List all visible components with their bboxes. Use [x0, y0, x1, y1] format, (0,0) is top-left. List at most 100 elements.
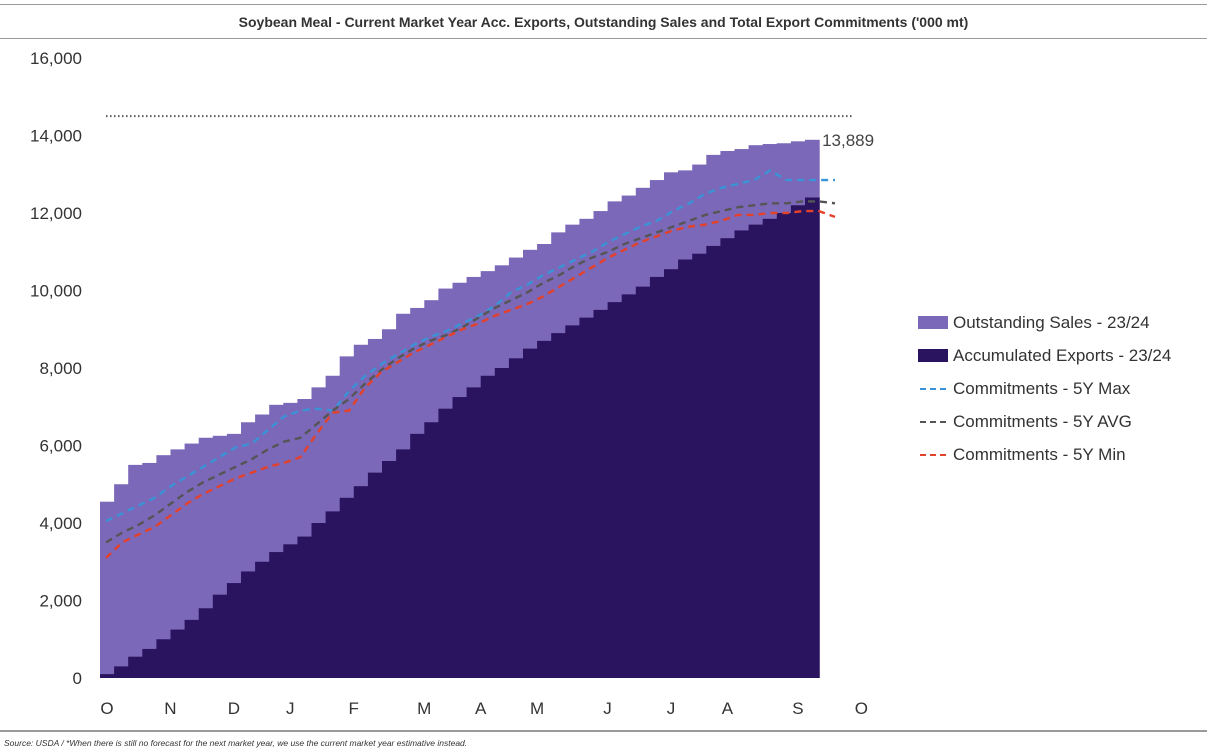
- y-tick-label: 6,000: [39, 437, 82, 456]
- legend-label-outstanding: Outstanding Sales - 23/24: [953, 312, 1150, 332]
- bar-accumulated-exports: [762, 218, 778, 678]
- bar-accumulated-exports: [452, 397, 468, 678]
- y-tick-label: 10,000: [30, 282, 82, 301]
- x-tick-label: A: [475, 699, 487, 718]
- legend-label-min: Commitments - 5Y Min: [953, 444, 1126, 464]
- bar-accumulated-exports: [198, 608, 214, 678]
- x-tick-label: J: [667, 699, 676, 718]
- bar-accumulated-exports: [537, 340, 552, 678]
- bar-accumulated-exports: [635, 286, 651, 678]
- bar-accumulated-exports: [565, 325, 580, 678]
- bar-accumulated-exports: [128, 656, 143, 678]
- bar-accumulated-exports: [508, 358, 524, 678]
- bar-accumulated-exports: [100, 674, 115, 678]
- bar-accumulated-exports: [621, 294, 637, 678]
- chart-title: Soybean Meal - Current Market Year Acc. …: [238, 14, 969, 30]
- bar-accumulated-exports: [297, 536, 313, 678]
- x-tick-label: J: [286, 699, 295, 718]
- bottom-rule: [0, 730, 1207, 732]
- bar-accumulated-exports: [142, 648, 157, 678]
- legend-item-outstanding-sales: Outstanding Sales - 23/24: [918, 306, 1207, 339]
- x-tick-label: N: [164, 699, 176, 718]
- bar-accumulated-exports: [184, 619, 200, 678]
- x-tick-label: S: [792, 699, 803, 718]
- legend-swatch-avg: [918, 415, 948, 428]
- bar-accumulated-exports: [367, 472, 383, 678]
- x-tick-label: D: [228, 699, 240, 718]
- bar-accumulated-exports: [424, 422, 439, 678]
- x-tick-label: O: [855, 699, 868, 718]
- bar-outstanding-sales: [128, 464, 143, 678]
- title-rule: [0, 38, 1207, 39]
- line-5y-max: [105, 169, 835, 523]
- y-tick-label: 14,000: [30, 127, 82, 146]
- legend-item-5y-min: Commitments - 5Y Min: [918, 438, 1207, 471]
- bar-accumulated-exports: [114, 666, 129, 678]
- chart-legend: Outstanding Sales - 23/24 Accumulated Ex…: [918, 306, 1207, 471]
- bar-accumulated-exports: [706, 245, 721, 678]
- bar-outstanding-sales: [114, 484, 129, 678]
- bar-accumulated-exports: [678, 259, 693, 678]
- bar-accumulated-exports: [466, 387, 482, 678]
- x-tick-label: M: [530, 699, 544, 718]
- bar-outstanding-sales: [100, 501, 115, 678]
- bar-accumulated-exports: [311, 523, 327, 678]
- bar-accumulated-exports: [212, 594, 228, 678]
- bar-accumulated-exports: [579, 317, 595, 678]
- bar-accumulated-exports: [649, 276, 665, 678]
- legend-label-accumulated: Accumulated Exports - 23/24: [953, 345, 1172, 365]
- legend-swatch-outstanding: [918, 316, 948, 329]
- bar-accumulated-exports: [551, 333, 566, 678]
- bar-accumulated-exports: [734, 230, 750, 678]
- legend-item-5y-max: Commitments - 5Y Max: [918, 372, 1207, 405]
- bar-accumulated-exports: [494, 368, 510, 678]
- bar-accumulated-exports: [170, 629, 186, 678]
- x-tick-label: F: [349, 699, 359, 718]
- chart-plot: 0 2,000 4,000 6,000 8,000 10,000 12,000 14,000 1…: [30, 49, 874, 718]
- bar-accumulated-exports: [156, 639, 172, 678]
- y-tick-label: 4,000: [39, 514, 82, 533]
- line-5y-min: [105, 209, 836, 559]
- legend-label-avg: Commitments - 5Y AVG: [953, 411, 1132, 431]
- legend-item-accumulated-exports: Accumulated Exports - 23/24: [918, 339, 1207, 372]
- bar-accumulated-exports: [325, 511, 341, 678]
- x-tick-label: A: [722, 699, 734, 718]
- bar-outstanding-sales: [170, 449, 186, 678]
- x-tick-label: M: [417, 699, 431, 718]
- bar-accumulated-exports: [748, 224, 764, 678]
- bar-accumulated-exports: [607, 302, 623, 678]
- source-note: Source: USDA / *When there is still no f…: [4, 738, 468, 748]
- bar-accumulated-exports: [480, 375, 496, 678]
- bar-accumulated-exports: [790, 205, 806, 678]
- bar-accumulated-exports: [339, 497, 355, 678]
- line-5y-avg: [105, 200, 836, 544]
- bar-accumulated-exports: [805, 197, 820, 678]
- bar-accumulated-exports: [226, 583, 242, 678]
- bar-outstanding-sales: [142, 462, 157, 678]
- bar-accumulated-exports: [353, 486, 369, 678]
- bar-accumulated-exports: [382, 461, 397, 678]
- bar-accumulated-exports: [269, 552, 284, 678]
- y-tick-label: 8,000: [39, 359, 82, 378]
- bar-accumulated-exports: [720, 238, 736, 678]
- bar-accumulated-exports: [664, 269, 679, 678]
- bar-accumulated-exports: [283, 544, 298, 678]
- legend-swatch-min: [918, 448, 948, 461]
- y-tick-label: 0: [73, 669, 82, 688]
- legend-item-5y-avg: Commitments - 5Y AVG: [918, 405, 1207, 438]
- bar-accumulated-exports: [241, 571, 256, 678]
- legend-swatch-max: [918, 382, 948, 395]
- bar-accumulated-exports: [776, 213, 792, 678]
- bar-accumulated-exports: [692, 253, 707, 678]
- x-tick-label: J: [603, 699, 612, 718]
- top-rule: [0, 4, 1207, 5]
- bar-accumulated-exports: [438, 408, 454, 678]
- bar-accumulated-exports: [593, 309, 609, 678]
- y-tick-label: 12,000: [30, 204, 82, 223]
- y-tick-label: 16,000: [30, 49, 82, 68]
- legend-label-max: Commitments - 5Y Max: [953, 378, 1131, 398]
- legend-swatch-accumulated: [918, 349, 948, 362]
- bar-accumulated-exports: [410, 433, 425, 678]
- y-tick-label: 2,000: [39, 592, 82, 611]
- bar-accumulated-exports: [523, 348, 538, 678]
